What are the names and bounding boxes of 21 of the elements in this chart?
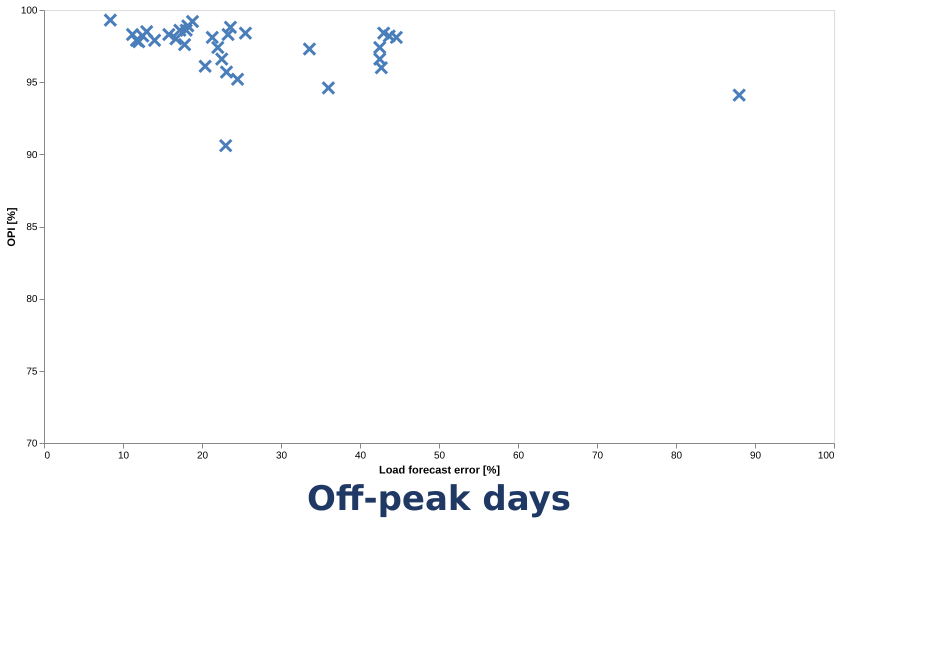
x-tick-label: 10 xyxy=(118,450,130,462)
x-tick-label: 40 xyxy=(354,450,366,462)
x-tick-label: 20 xyxy=(196,450,208,462)
x-tick-label: 80 xyxy=(670,450,682,462)
text: Off-peak days xyxy=(307,479,571,519)
y-tick-label: 70 xyxy=(26,438,38,450)
x-tick-label: 60 xyxy=(512,450,524,462)
y-tick-label: 95 xyxy=(26,78,38,89)
x-axis-title: Load forecast error [%] xyxy=(378,464,500,476)
x-tick-label: 90 xyxy=(750,450,762,462)
y-tick-label: 80 xyxy=(26,294,38,306)
y-tick-label: 100 xyxy=(20,6,38,16)
y-tick-label: 85 xyxy=(26,222,38,233)
y-axis-title: OPI [%] xyxy=(6,207,18,247)
x-tick-label: 50 xyxy=(434,450,446,462)
x-tick-label: 100 xyxy=(818,450,835,462)
y-tick-label: 90 xyxy=(26,150,38,161)
x-tick-label: 30 xyxy=(276,450,288,462)
y-tick-label: 75 xyxy=(26,366,38,378)
x-tick-label: 0 xyxy=(44,450,50,462)
x-tick-label: 70 xyxy=(592,450,604,462)
